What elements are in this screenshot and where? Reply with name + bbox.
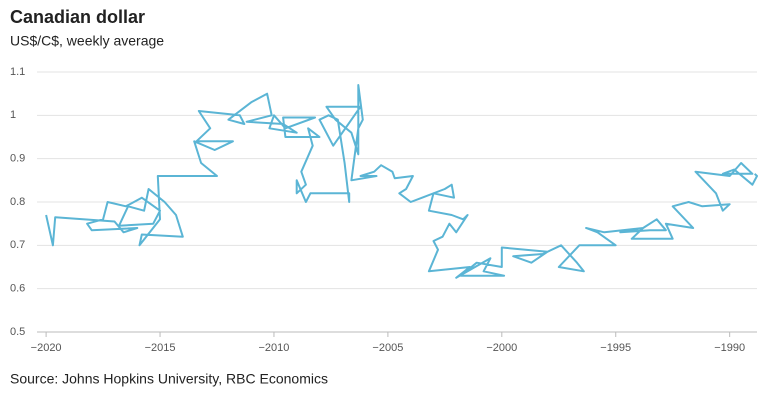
data-line: [45, 84, 758, 279]
chart-subtitle: US$/C$, weekly average: [10, 33, 164, 49]
x-tick-label: −2000: [486, 342, 517, 354]
y-tick-label: 1: [10, 109, 16, 121]
chart-source: Source: Johns Hopkins University, RBC Ec…: [10, 371, 328, 387]
y-tick-label: 0.9: [10, 153, 25, 165]
x-tick-label: −1995: [600, 342, 631, 354]
chart-title: Canadian dollar: [10, 7, 145, 27]
x-tick-label: −2005: [372, 342, 403, 354]
y-tick-label: 0.7: [10, 239, 25, 251]
y-tick-label: 0.8: [10, 196, 25, 208]
x-tick-label: −1990: [714, 342, 745, 354]
x-tick-label: −2020: [31, 342, 62, 354]
y-tick-label: 0.5: [10, 326, 25, 338]
x-tick-label: −2015: [145, 342, 176, 354]
x-tick-label: −2010: [259, 342, 290, 354]
y-tick-label: 1.1: [10, 66, 25, 78]
y-tick-label: 0.6: [10, 283, 25, 295]
